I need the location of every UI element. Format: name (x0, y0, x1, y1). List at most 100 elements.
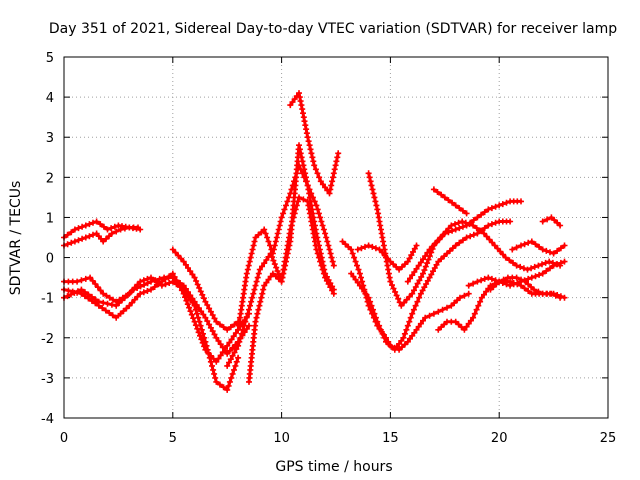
data-point-marker (227, 356, 234, 363)
data-point-marker (183, 297, 190, 304)
x-tick-label: 25 (600, 431, 617, 446)
data-point-marker (309, 154, 316, 161)
data-point-marker (152, 277, 159, 284)
data-point-marker (270, 246, 277, 253)
data-point-marker (524, 266, 531, 273)
data-point-marker (419, 287, 426, 294)
data-point-marker (206, 305, 213, 312)
data-point-marker (113, 314, 120, 321)
data-point-marker (251, 238, 258, 245)
data-point-marker (148, 278, 154, 285)
data-point-marker (425, 256, 432, 263)
data-point-marker (547, 249, 553, 256)
data-point-marker (233, 346, 240, 353)
data-point-marker (507, 278, 514, 285)
data-point-marker (217, 352, 224, 359)
data-point-marker (437, 234, 444, 241)
data-point-marker (477, 227, 484, 234)
data-point-marker (491, 242, 498, 249)
data-point-marker (317, 178, 324, 185)
data-point-marker (89, 277, 96, 284)
data-point-marker (317, 214, 324, 221)
data-point-marker (274, 268, 281, 275)
data-point-marker (252, 318, 259, 325)
data-point-marker (82, 222, 89, 229)
data-point-marker (201, 343, 208, 350)
data-point-marker (217, 341, 224, 348)
data-point-marker (400, 334, 407, 341)
data-point-marker (134, 285, 141, 291)
data-point-marker (327, 250, 334, 257)
data-point-marker (284, 250, 291, 257)
data-point-marker (180, 258, 187, 265)
data-point-marker (412, 302, 419, 309)
data-point-marker (329, 258, 336, 265)
data-point-marker (256, 266, 263, 273)
data-point-marker (191, 274, 198, 281)
data-point-marker (557, 245, 564, 252)
data-point-marker (108, 230, 115, 237)
data-point-marker (100, 290, 107, 297)
data-point-marker (187, 292, 194, 299)
data-point-marker (514, 281, 521, 288)
data-point-marker (199, 339, 206, 346)
data-point-marker (226, 339, 233, 346)
data-point-marker (459, 207, 466, 214)
data-point-marker (478, 211, 485, 218)
data-point-marker (280, 270, 287, 277)
data-point-marker (316, 246, 323, 253)
y-tick-label: -4 (41, 412, 54, 427)
data-point-marker (354, 246, 361, 253)
data-point-marker (331, 166, 338, 173)
data-point-marker (299, 158, 306, 165)
data-point-marker (416, 294, 423, 301)
data-point-marker (461, 326, 468, 333)
data-point-marker (409, 290, 416, 297)
data-point-marker (313, 230, 320, 237)
data-point-marker (306, 142, 313, 149)
data-point-marker (470, 280, 477, 287)
data-point-marker (358, 245, 365, 252)
data-point-marker (433, 261, 440, 268)
data-point-marker (103, 292, 110, 299)
data-point-marker (424, 249, 431, 256)
data-point-marker (308, 150, 315, 157)
data-point-marker (264, 234, 271, 241)
data-point-marker (518, 282, 524, 289)
data-point-marker (417, 290, 424, 297)
data-point-marker (296, 142, 302, 149)
data-point-marker (243, 314, 250, 321)
data-point-marker (162, 275, 169, 282)
data-point-marker (204, 302, 211, 308)
data-point-marker (297, 150, 304, 157)
data-point-marker (246, 306, 252, 313)
data-point-marker (481, 225, 488, 232)
data-point-marker (374, 318, 381, 325)
data-series-3 (61, 274, 242, 393)
data-point-marker (92, 281, 99, 287)
data-point-marker (130, 286, 137, 293)
data-point-marker (428, 271, 435, 278)
data-point-marker (477, 298, 484, 305)
data-point-marker (554, 247, 561, 254)
data-point-marker (231, 321, 238, 328)
data-point-marker (430, 310, 437, 317)
x-axis-label: GPS time / hours (275, 459, 392, 475)
data-point-marker (536, 243, 543, 250)
data-point-marker (219, 349, 226, 356)
data-point-marker (407, 275, 413, 282)
data-point-marker (273, 234, 280, 241)
data-point-marker (444, 304, 450, 311)
data-point-marker (227, 324, 234, 331)
data-point-marker (354, 262, 360, 269)
data-point-marker (333, 158, 340, 165)
data-point-marker (365, 294, 372, 301)
data-point-marker (283, 202, 289, 209)
x-tick-label: 20 (491, 431, 508, 446)
data-point-marker (327, 280, 334, 287)
data-point-marker (182, 261, 189, 268)
data-point-marker (233, 358, 240, 365)
data-point-marker (463, 234, 470, 241)
data-point-marker (69, 288, 76, 295)
data-point-marker (503, 199, 510, 206)
